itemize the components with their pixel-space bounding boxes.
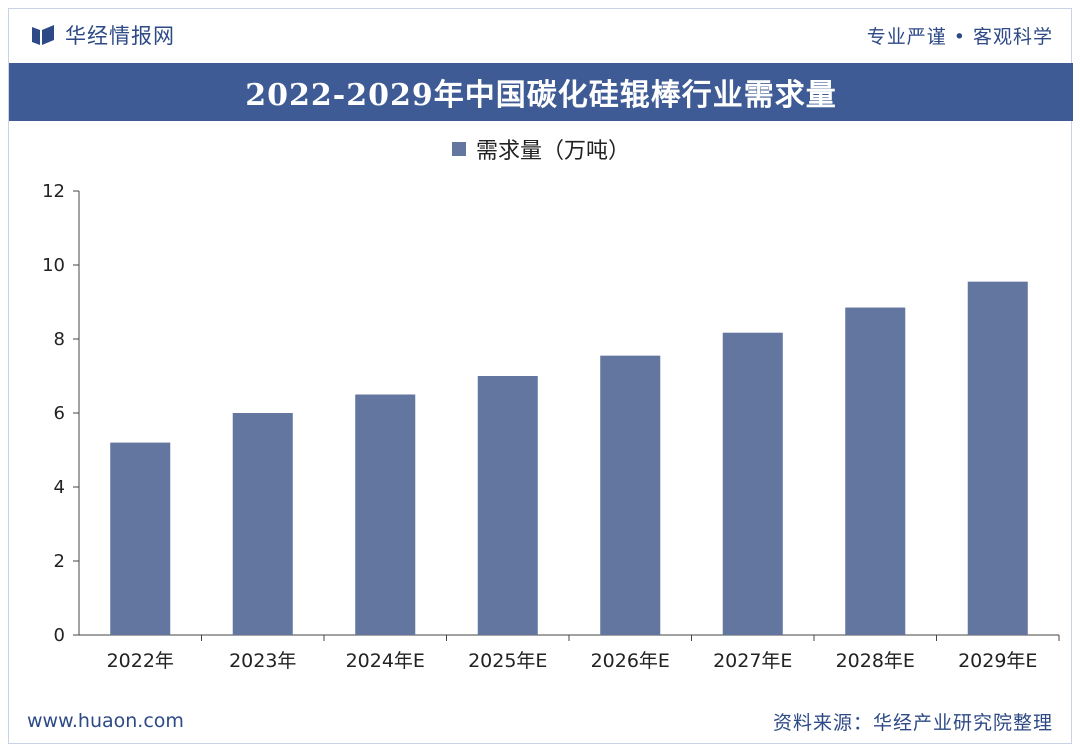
top-bar: 华经情报网 专业严谨 • 客观科学 [9,9,1073,61]
y-tick-label: 10 [42,255,65,276]
bar [477,376,538,635]
y-tick-label: 4 [54,477,65,498]
bar [967,281,1028,635]
bar [722,332,783,635]
legend-label: 需求量（万吨） [475,139,630,164]
site-url: www.huaon.com [27,710,184,732]
y-tick-label: 0 [54,625,65,646]
bar [845,307,906,635]
x-tick-label: 2026年E [591,650,670,672]
bar-chart: 0 2 4 6 8 10 12 2022年 2023年 2024年E 2025年E 2026年E 202… [42,181,1060,672]
bar [600,355,661,635]
x-tick-label: 2029年E [958,650,1037,672]
brand-logo-icon [32,25,54,45]
x-tick-label: 2024年E [346,650,425,672]
legend-swatch [451,142,466,156]
y-tick-label: 6 [54,403,65,424]
bar [110,442,171,635]
y-tick-label: 8 [54,329,65,350]
title-bar: 2022-2029年中国碳化硅辊棒行业需求量 [9,63,1073,121]
x-tick-label: 2027年E [713,650,792,672]
x-tick-label: 2025年E [468,650,547,672]
chart-frame: 华经情报网 专业严谨 • 客观科学 2022-2029年中国碳化硅辊棒行业需求量… [8,8,1073,744]
x-tick-label: 2022年 [107,650,174,672]
legend: 需求量（万吨） [9,133,1073,165]
x-tick-label: 2028年E [836,650,915,672]
bar [232,413,293,635]
y-tick-label: 12 [42,181,65,202]
data-source: 资料来源：华经产业研究院整理 [772,711,1053,734]
brand-name: 华经情报网 [65,24,175,48]
brand: 华经情报网 [31,20,175,50]
footer: www.huaon.com 资料来源：华经产业研究院整理 [9,701,1073,741]
y-tick-label: 2 [54,551,65,572]
x-tick-label: 2023年 [229,650,296,672]
slogan: 专业严谨 • 客观科学 [866,25,1053,48]
chart-title: 2022-2029年中国碳化硅辊棒行业需求量 [245,78,837,113]
bar [355,394,416,635]
